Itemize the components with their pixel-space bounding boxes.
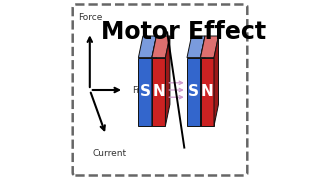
FancyBboxPatch shape xyxy=(152,58,165,126)
Polygon shape xyxy=(214,36,219,126)
Polygon shape xyxy=(201,36,205,126)
Text: Field: Field xyxy=(132,86,153,94)
Text: Motor Effect: Motor Effect xyxy=(101,20,266,44)
Text: S: S xyxy=(188,84,199,99)
Polygon shape xyxy=(201,36,219,58)
Polygon shape xyxy=(165,36,170,126)
FancyBboxPatch shape xyxy=(187,58,201,126)
Text: Current: Current xyxy=(92,149,127,158)
Polygon shape xyxy=(152,36,156,126)
Polygon shape xyxy=(187,36,205,58)
Text: S: S xyxy=(140,84,151,99)
Text: Force: Force xyxy=(78,13,103,22)
Text: N: N xyxy=(152,84,165,99)
Polygon shape xyxy=(139,36,156,58)
Text: N: N xyxy=(201,84,214,99)
Polygon shape xyxy=(152,36,170,58)
FancyBboxPatch shape xyxy=(201,58,214,126)
FancyBboxPatch shape xyxy=(139,58,152,126)
